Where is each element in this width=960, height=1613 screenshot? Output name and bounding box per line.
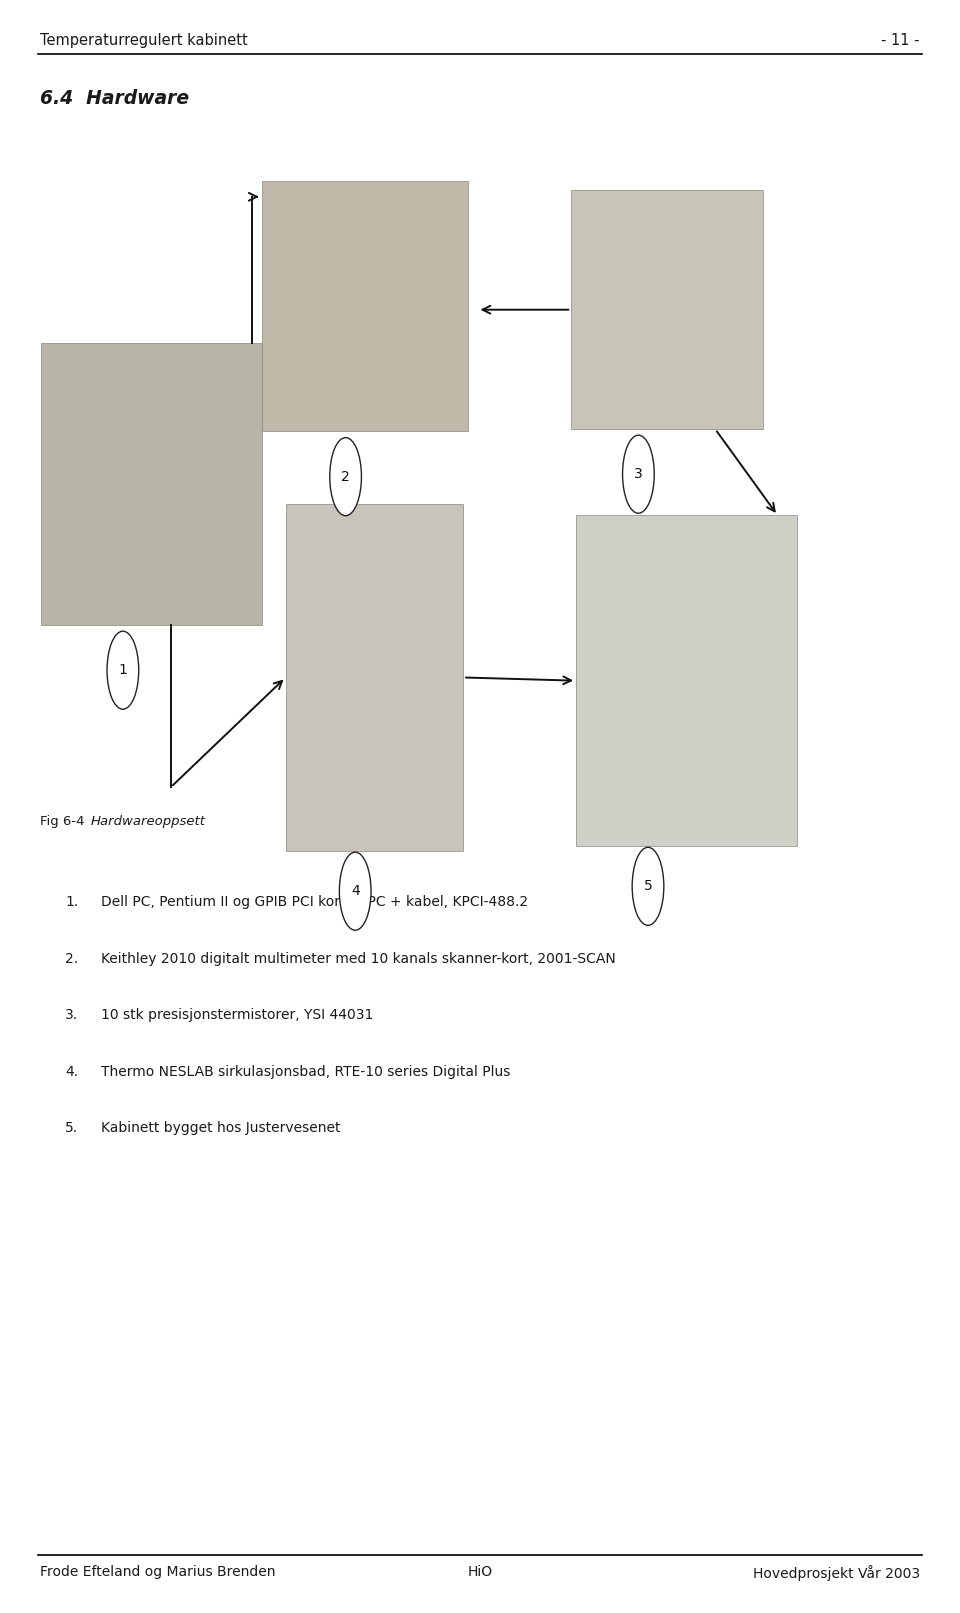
Text: 5: 5 xyxy=(643,879,653,894)
Text: Hovedprosjekt Vår 2003: Hovedprosjekt Vår 2003 xyxy=(753,1565,920,1581)
Text: Kabinett bygget hos Justervesenet: Kabinett bygget hos Justervesenet xyxy=(101,1121,340,1136)
Text: Fig 6-4: Fig 6-4 xyxy=(40,815,89,827)
Text: 6.4  Hardware: 6.4 Hardware xyxy=(40,89,189,108)
Ellipse shape xyxy=(632,847,663,926)
Ellipse shape xyxy=(622,436,655,513)
Ellipse shape xyxy=(107,631,138,710)
Text: Temperaturregulert kabinett: Temperaturregulert kabinett xyxy=(40,34,248,48)
Text: 4: 4 xyxy=(350,884,360,898)
Text: Keithley 2010 digitalt multimeter med 10 kanals skanner-kort, 2001-SCAN: Keithley 2010 digitalt multimeter med 10… xyxy=(101,952,615,966)
Text: HiO: HiO xyxy=(468,1565,492,1579)
Text: 3.: 3. xyxy=(65,1008,79,1023)
Text: 1.: 1. xyxy=(65,895,79,910)
Bar xyxy=(576,516,797,845)
Text: Dell PC, Pentium II og GPIB PCI kort til PC + kabel, KPCI-488.2: Dell PC, Pentium II og GPIB PCI kort til… xyxy=(101,895,528,910)
Text: 10 stk presisjonstermistorer, YSI 44031: 10 stk presisjonstermistorer, YSI 44031 xyxy=(101,1008,373,1023)
Bar xyxy=(571,190,763,429)
Text: - 11 -: - 11 - xyxy=(881,34,920,48)
Text: 1: 1 xyxy=(118,663,128,677)
Text: 2.: 2. xyxy=(65,952,79,966)
Bar xyxy=(41,344,262,626)
Text: 2: 2 xyxy=(341,469,350,484)
Bar xyxy=(261,181,468,431)
Text: 4.: 4. xyxy=(65,1065,79,1079)
Text: Hardwareoppsett: Hardwareoppsett xyxy=(90,815,205,827)
Text: Frode Efteland og Marius Brenden: Frode Efteland og Marius Brenden xyxy=(40,1565,276,1579)
Text: 5.: 5. xyxy=(65,1121,79,1136)
Text: Thermo NESLAB sirkulasjonsbad, RTE-10 series Digital Plus: Thermo NESLAB sirkulasjonsbad, RTE-10 se… xyxy=(101,1065,510,1079)
Bar xyxy=(286,503,463,852)
Ellipse shape xyxy=(330,437,361,516)
Text: 3: 3 xyxy=(634,468,643,481)
Ellipse shape xyxy=(340,852,371,931)
